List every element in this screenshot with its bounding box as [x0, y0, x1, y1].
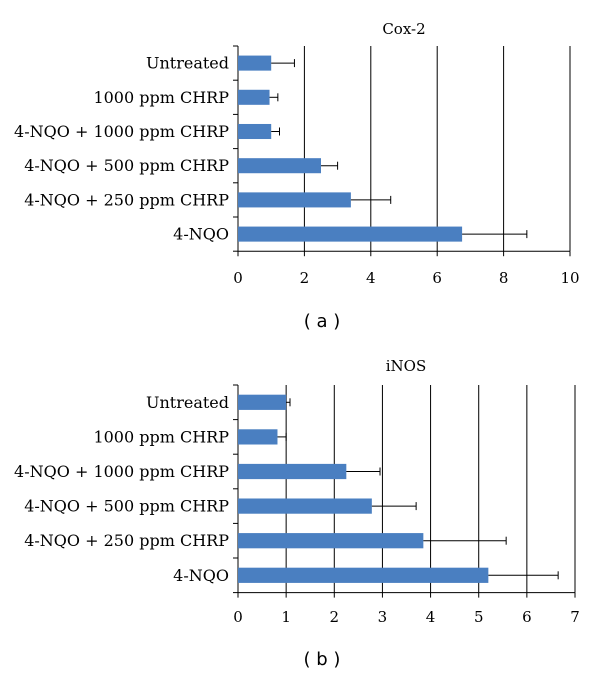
x-tick-label: 2	[300, 269, 310, 287]
x-tick-label: 0	[233, 269, 243, 287]
bar	[238, 55, 272, 71]
chart-title: iNOS	[386, 357, 427, 375]
bar	[238, 226, 463, 242]
bar	[238, 158, 321, 174]
category-label: Untreated	[146, 54, 229, 73]
bar	[238, 463, 347, 480]
x-tick-label: 5	[474, 608, 484, 626]
x-tick-label: 0	[233, 608, 243, 626]
x-tick-label: 1	[281, 608, 291, 626]
category-label: 4-NQO + 250 ppm CHRP	[24, 531, 229, 550]
category-label: 4-NQO + 1000 ppm CHRP	[14, 122, 229, 141]
x-tick-label: 3	[378, 608, 388, 626]
panel-caption-b: ( b )	[304, 649, 341, 670]
category-label: 4-NQO	[173, 566, 229, 585]
category-label: 4-NQO + 500 ppm CHRP	[24, 497, 229, 516]
bar	[238, 89, 270, 105]
bar	[238, 498, 372, 514]
x-tick-label: 6	[432, 269, 442, 287]
x-tick-label: 4	[426, 608, 436, 626]
category-label: 4-NQO + 250 ppm CHRP	[24, 190, 229, 209]
x-tick-label: 4	[366, 269, 376, 287]
x-tick-label: 10	[560, 269, 579, 287]
x-tick-label: 7	[570, 608, 580, 626]
category-label: 1000 ppm CHRP	[93, 88, 229, 107]
bar	[238, 123, 272, 140]
category-label: 4-NQO	[173, 225, 229, 244]
chart-inos: iNOS 0 1 2 3 4 5 6 7 Untreated 1000 ppm CHRP 4-NQO…	[14, 357, 580, 626]
bar	[238, 192, 351, 208]
bar	[238, 394, 287, 410]
chart-title: Cox-2	[382, 20, 425, 38]
category-label: Untreated	[146, 393, 229, 412]
category-label: 4-NQO + 500 ppm CHRP	[24, 156, 229, 175]
panel-caption-a: ( a )	[304, 311, 341, 332]
bar	[238, 533, 424, 549]
x-tick-label: 6	[522, 608, 532, 626]
chart-cox2: Cox-2 0 2 4 6 8 10 Untreated 1000 ppm CHRP 4-NQO…	[14, 20, 580, 287]
x-tick-label: 2	[330, 608, 340, 626]
bar	[238, 429, 278, 445]
category-label: 4-NQO + 1000 ppm CHRP	[14, 462, 229, 481]
bar	[238, 567, 489, 583]
x-tick-label: 8	[499, 269, 509, 287]
category-label: 1000 ppm CHRP	[93, 427, 229, 446]
